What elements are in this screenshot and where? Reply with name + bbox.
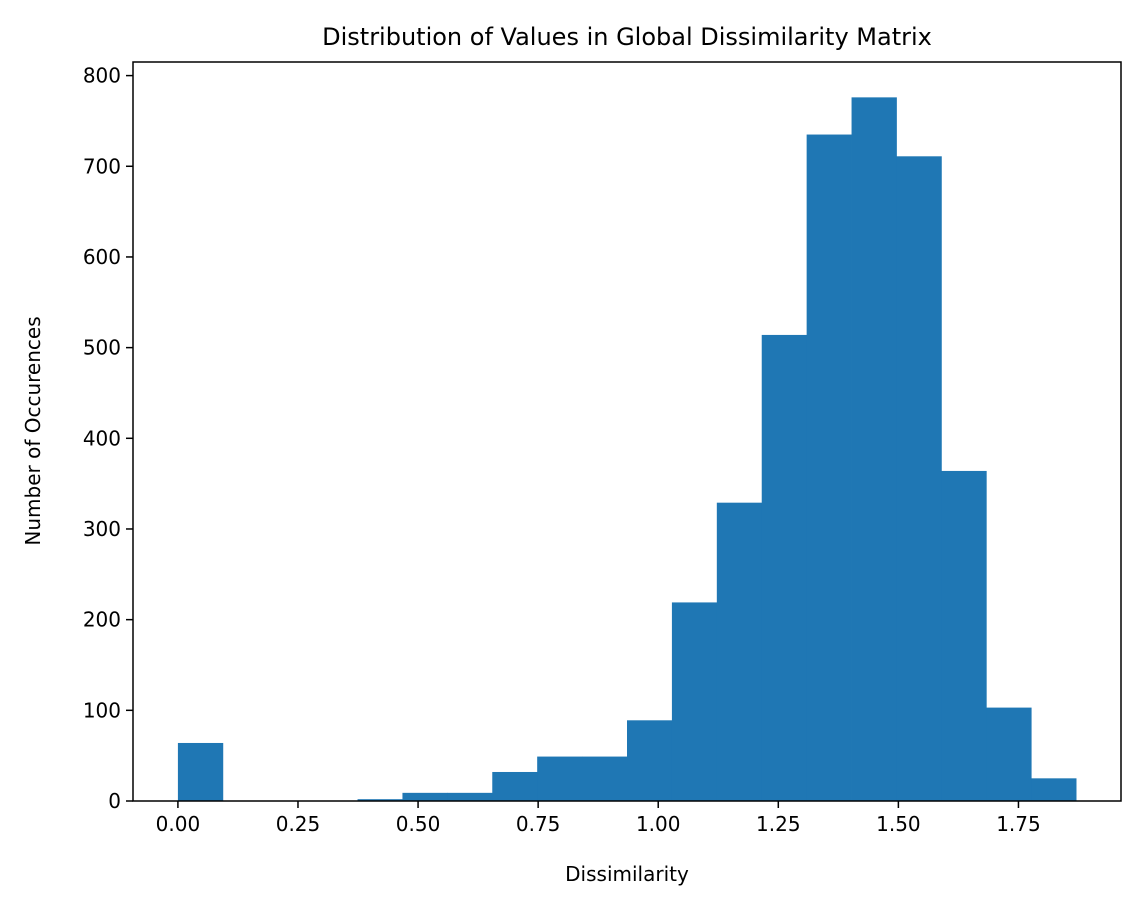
histogram-bar [896,156,942,802]
histogram-bar [447,792,493,801]
histogram-bar [627,720,673,801]
x-tick-label: 0.00 [156,812,201,836]
x-tick-label: 1.75 [996,812,1041,836]
histogram-bar [357,799,403,801]
x-tick-label: 0.75 [516,812,561,836]
histogram-bar [582,756,628,801]
histogram-bar [402,792,448,801]
y-tick-label: 500 [83,336,121,360]
histogram-bar [806,134,852,802]
x-tick-label: 0.25 [276,812,321,836]
x-tick-label: 1.50 [876,812,921,836]
x-axis-label: Dissimilarity [565,862,689,886]
chart-title: Distribution of Values in Global Dissimi… [322,23,932,51]
histogram-bar [671,602,718,801]
y-tick-label: 600 [83,245,121,269]
histogram-bar [941,470,987,801]
y-axis-label: Number of Occurences [21,316,45,545]
histogram-bar [986,707,1032,801]
y-tick-label: 400 [83,426,121,450]
y-axis-ticks: 0 100 200 300 400 500 600 700 800 [83,64,133,813]
histogram-bar [492,771,538,801]
x-tick-label: 1.25 [756,812,801,836]
y-tick-label: 300 [83,517,121,541]
y-tick-label: 800 [83,64,121,88]
plot-area-frame [132,61,1122,802]
y-tick-label: 0 [108,789,121,813]
histogram-bar [761,334,808,801]
histogram-bar [537,756,583,801]
histogram-bars [177,97,1077,802]
histogram-bar [851,97,897,802]
x-tick-label: 0.50 [396,812,441,836]
x-tick-label: 1.00 [636,812,681,836]
y-tick-label: 700 [83,154,121,178]
histogram-bar [716,502,763,801]
x-axis-ticks: 0.00 0.25 0.50 0.75 1.00 1.25 1.50 1.75 [156,801,1041,836]
y-tick-label: 100 [83,698,121,722]
histogram-bar [1031,778,1077,801]
histogram-bar [177,742,224,801]
y-tick-label: 200 [83,608,121,632]
